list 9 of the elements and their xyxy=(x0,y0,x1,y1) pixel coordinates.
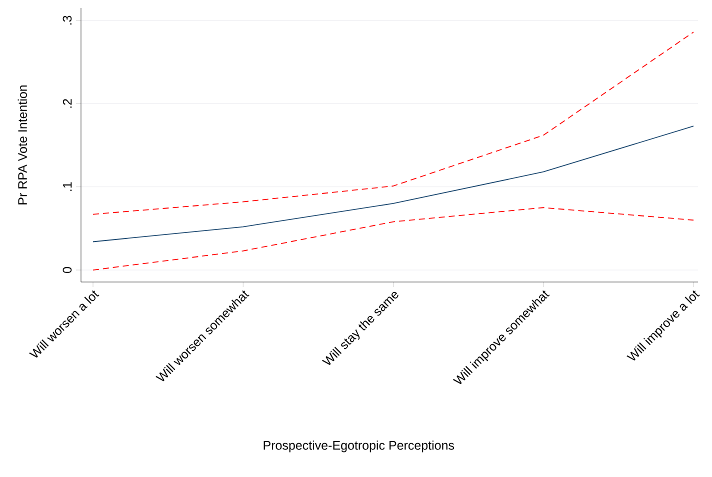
y-axis-title: Pr RPA Vote Intention xyxy=(18,85,27,204)
y-tick-label: .3 xyxy=(62,16,72,25)
line-series xyxy=(92,207,694,270)
line-series xyxy=(92,126,694,242)
y-tick-label: .1 xyxy=(63,182,72,191)
x-axis-title: Prospective-Egotropic Perceptions xyxy=(264,440,454,452)
y-tick-label: 0 xyxy=(62,267,72,274)
line-series xyxy=(92,32,694,215)
y-tick-label: .2 xyxy=(62,99,72,108)
